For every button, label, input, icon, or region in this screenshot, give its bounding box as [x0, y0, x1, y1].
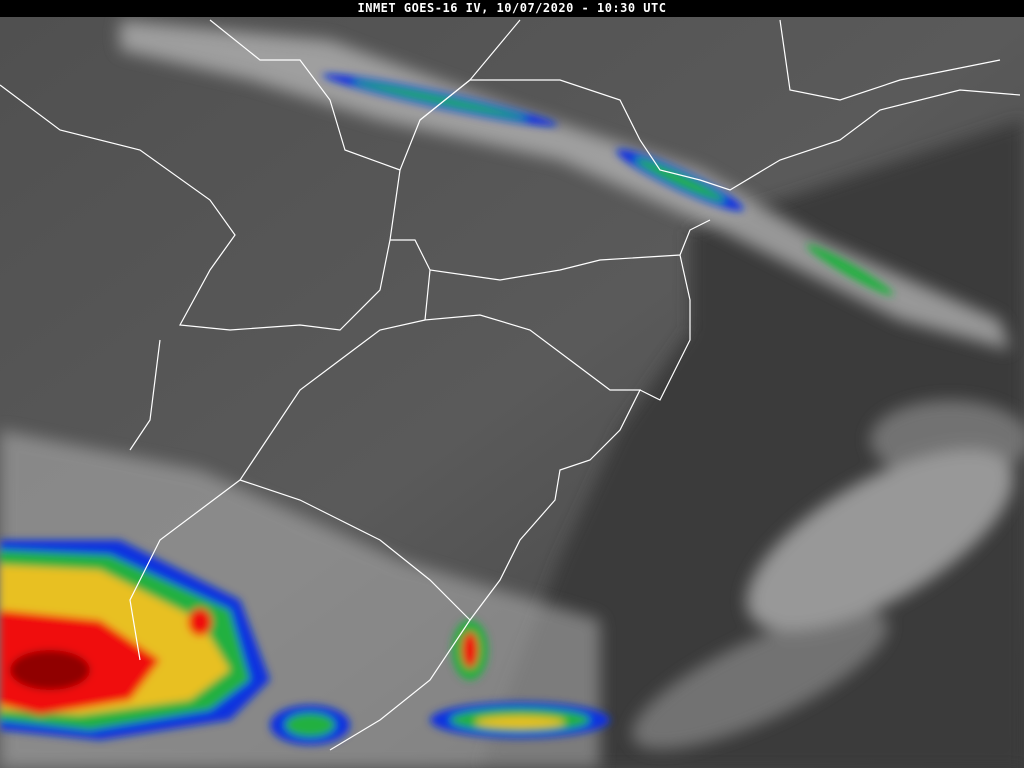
satellite-image — [0, 17, 1024, 768]
image-title: INMET GOES-16 IV, 10/07/2020 - 10:30 UTC — [0, 0, 1024, 17]
political-borders — [0, 19, 1021, 751]
convective-cloud-tops — [0, 73, 894, 745]
